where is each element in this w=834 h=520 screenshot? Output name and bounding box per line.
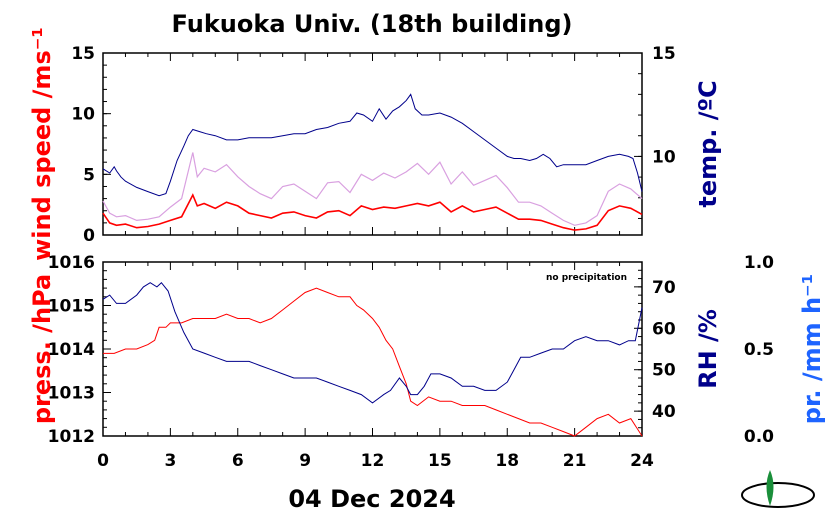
top-panel: 0 5 10 15 10 15 wind speed /ms⁻¹ temp. /ºC — [28, 27, 722, 261]
x-tick-label: 24 — [630, 451, 654, 471]
y-right-tick-label: 50 — [652, 361, 676, 381]
precip-tick-label: 1.0 — [744, 253, 774, 273]
y-right-tick-label: 15 — [652, 44, 676, 64]
y-left-tick-label: 5 — [83, 165, 95, 185]
precipitation-note: no precipitation — [546, 273, 627, 283]
y-right-tick-label: 40 — [652, 402, 676, 422]
y-left-tick-label: 1012 — [48, 427, 95, 447]
plot-frame — [102, 52, 643, 236]
date-label: 04 Dec 2024 — [288, 485, 455, 513]
x-tick-label: 18 — [495, 451, 519, 471]
logo-ring — [741, 482, 815, 508]
y-left-axis-label: wind speed /ms⁻¹ — [28, 27, 56, 261]
x-tick-label: 21 — [563, 451, 587, 471]
series-pressure — [103, 287, 643, 437]
precip-axis-label: pr. /mm h⁻¹ — [798, 274, 826, 424]
logo-leaf — [766, 470, 774, 506]
x-tick-label: 3 — [164, 451, 176, 471]
y-right-axis-label: RH /% — [694, 309, 722, 389]
y-right-tick-label: 70 — [652, 278, 676, 298]
y-left-tick-label: 1015 — [48, 297, 95, 317]
y-right-tick-label: 60 — [652, 319, 676, 339]
y-left-tick-label: 1014 — [48, 340, 95, 360]
series-gust — [102, 152, 643, 226]
y-left-axis-label: press. /hPa — [28, 274, 56, 424]
x-tick-label: 9 — [299, 451, 311, 471]
chart-title: Fukuoka Univ. (18th building) — [172, 10, 573, 38]
y-left-tick-label: 1016 — [48, 253, 95, 273]
x-tick-label: 15 — [428, 451, 452, 471]
x-tick-label: 0 — [97, 451, 109, 471]
precip-tick-label: 0.5 — [744, 340, 774, 360]
y-left-tick-label: 1013 — [48, 384, 95, 404]
logo — [741, 470, 815, 508]
y-right-tick-label: 10 — [652, 147, 676, 167]
x-tick-label: 12 — [361, 451, 385, 471]
y-left-tick-label: 15 — [71, 44, 95, 64]
series-wind-speed — [102, 193, 643, 231]
y-left-tick-label: 10 — [71, 105, 95, 125]
series-relative-humidity — [102, 281, 643, 404]
precip-tick-label: 0.0 — [744, 427, 774, 447]
series-temperature — [102, 93, 643, 197]
x-tick-label: 6 — [232, 451, 244, 471]
y-left-tick-label: 0 — [83, 226, 95, 246]
y-right-axis-label: temp. /ºC — [694, 80, 722, 207]
